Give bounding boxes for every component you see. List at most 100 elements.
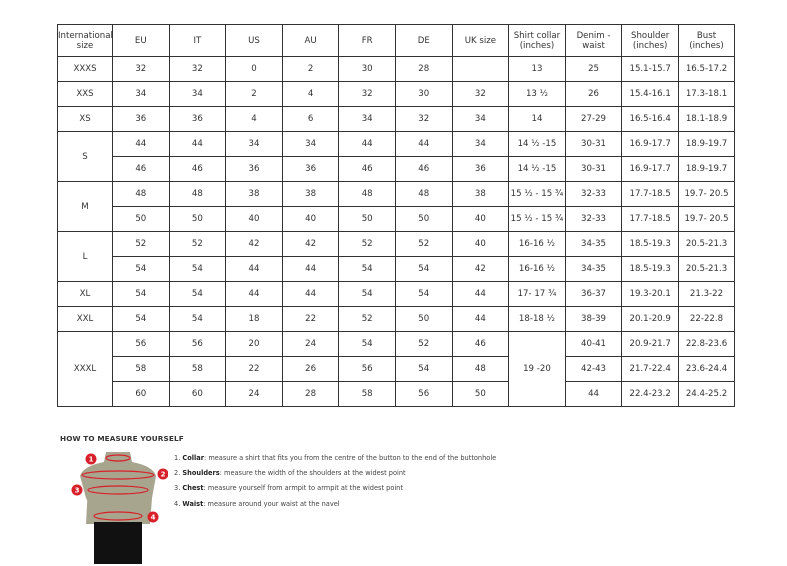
table-cell: 18.9-19.7 — [678, 156, 735, 182]
table-cell: 46 — [338, 156, 396, 182]
torso-measurement-figure: 1 2 3 4 — [71, 452, 168, 564]
step-shoulders: 2. Shoulders: measure the width of the s… — [174, 469, 406, 478]
marker-2-icon — [157, 468, 168, 480]
table-cell: 56 — [338, 356, 396, 382]
table-cell: 54 — [338, 281, 396, 307]
table-row: S 44 44 34 34 44 44 34 14 ½ -15 30-31 16.9-17.7 18.… — [57, 131, 735, 182]
table-cell: 54 — [168, 281, 227, 307]
marker-1-icon — [85, 453, 97, 465]
table-row: XXXL 56 56 20 24 54 52 46 19 -20 40-41 20.9-21.7 22… — [57, 331, 735, 407]
international-size-cell: XXXS — [57, 56, 113, 82]
table-cell: 0 — [225, 56, 283, 82]
table-cell: 34 — [451, 131, 510, 157]
table-cell: 56 — [168, 331, 227, 357]
table-cell: 15 ½ - 15 ¾ — [508, 181, 566, 207]
table-cell: 22-22.8 — [678, 306, 735, 332]
table-cell: 15.4-16.1 — [621, 81, 679, 107]
measure-steps: 1. Collar: measure a shirt that fits you… — [174, 451, 496, 512]
table-cell: 34 — [112, 81, 170, 107]
table-cell: 54 — [112, 256, 170, 282]
table-cell: 32 — [394, 106, 453, 132]
table-cell: 52 — [112, 231, 170, 257]
table-cell: 6 — [281, 106, 340, 132]
step-waist: 4. Waist: measure around your waist at t… — [174, 499, 340, 508]
table-cell: 34 — [338, 106, 396, 132]
table-cell: 24 — [281, 331, 340, 357]
table-cell: 52 — [338, 231, 396, 257]
table-cell: 48 — [451, 356, 510, 382]
table-cell: 22 — [225, 356, 283, 382]
table-cell: 54 — [394, 281, 453, 307]
header-row: International size EU IT US AU FR DE UK size Shi… — [57, 24, 735, 57]
table-cell: 16.5-16.4 — [621, 106, 679, 132]
table-cell: 19.7- 20.5 — [678, 206, 735, 232]
table-cell: 44 — [281, 281, 340, 307]
table-cell: 18.1-18.9 — [678, 106, 735, 132]
column-header: IT — [168, 24, 227, 57]
table-cell: 54 — [338, 331, 396, 357]
table-cell: 46 — [168, 156, 227, 182]
shirt-collar-cell: 19 -20 — [508, 331, 566, 407]
table-cell: 34-35 — [564, 256, 623, 282]
table-cell: 46 — [451, 331, 510, 357]
size-chart-table: International size EU IT US AU FR DE UK size Shi… — [57, 24, 735, 407]
table-cell: 38 — [451, 181, 510, 207]
table-cell: 17.3-18.1 — [678, 81, 735, 107]
table-cell: 44 — [451, 306, 510, 332]
table-cell: 38 — [281, 181, 340, 207]
table-cell: 28 — [281, 381, 340, 407]
table-cell: 52 — [394, 331, 453, 357]
table-cell: 15 ½ - 15 ¾ — [508, 206, 566, 232]
table-cell: 44 — [451, 281, 510, 307]
table-row: 60 60 24 28 58 56 50 44 22.4-23.2 24.4-25.2 — [58, 381, 735, 407]
table-cell: 46 — [394, 156, 453, 182]
table-cell: 22.8-23.6 — [678, 331, 735, 357]
column-header: International size — [57, 24, 113, 57]
column-header: Bust (inches) — [678, 24, 735, 57]
table-cell: 52 — [168, 231, 227, 257]
table-cell: 40 — [451, 231, 510, 257]
table-cell: 18.9-19.7 — [678, 131, 735, 157]
table-row: M 48 48 38 38 48 48 38 15 ½ - 15 ¾ 32-33 17.7-18.5… — [57, 181, 735, 232]
table-cell: 30 — [338, 56, 396, 82]
column-header: FR — [338, 24, 396, 57]
table-cell: 4 — [281, 81, 340, 107]
column-header: Shoulder (inches) — [621, 24, 679, 57]
table-cell: 44 — [281, 256, 340, 282]
table-cell: 2 — [281, 56, 340, 82]
table-cell: 48 — [394, 181, 453, 207]
table-cell: 54 — [338, 256, 396, 282]
table-cell: 44 — [168, 131, 227, 157]
table-cell: 54 — [394, 256, 453, 282]
table-cell: 34 — [281, 131, 340, 157]
international-size-cell: XL — [57, 281, 113, 307]
table-cell: 18 — [225, 306, 283, 332]
table-cell: 27-29 — [564, 106, 623, 132]
table-cell — [451, 56, 510, 82]
table-cell: 32 — [112, 56, 170, 82]
column-header: AU — [281, 24, 340, 57]
marker-3-icon — [71, 484, 83, 496]
international-size-cell: XXL — [57, 306, 113, 332]
table-cell: 36 — [168, 106, 227, 132]
table-cell: 34 — [451, 106, 510, 132]
table-cell: 36 — [225, 156, 283, 182]
table-cell: 18.5-19.3 — [621, 231, 679, 257]
torso-illustration — [80, 452, 156, 524]
table-cell: 60 — [112, 381, 170, 407]
international-size-cell: S — [57, 131, 113, 182]
column-header: DE — [394, 24, 453, 57]
table-cell: 54 — [112, 281, 170, 307]
table-cell: 58 — [112, 356, 170, 382]
column-header: Denim - waist — [564, 24, 623, 57]
table-cell: 44 — [225, 256, 283, 282]
pants-illustration — [94, 522, 142, 564]
table-cell: 48 — [112, 181, 170, 207]
table-cell: 22 — [281, 306, 340, 332]
table-cell: 20 — [225, 331, 283, 357]
table-cell: 50 — [112, 206, 170, 232]
table-cell: 46 — [112, 156, 170, 182]
table-cell: 19.7- 20.5 — [678, 181, 735, 207]
marker-4-icon — [147, 511, 159, 523]
table-cell: 26 — [564, 81, 623, 107]
